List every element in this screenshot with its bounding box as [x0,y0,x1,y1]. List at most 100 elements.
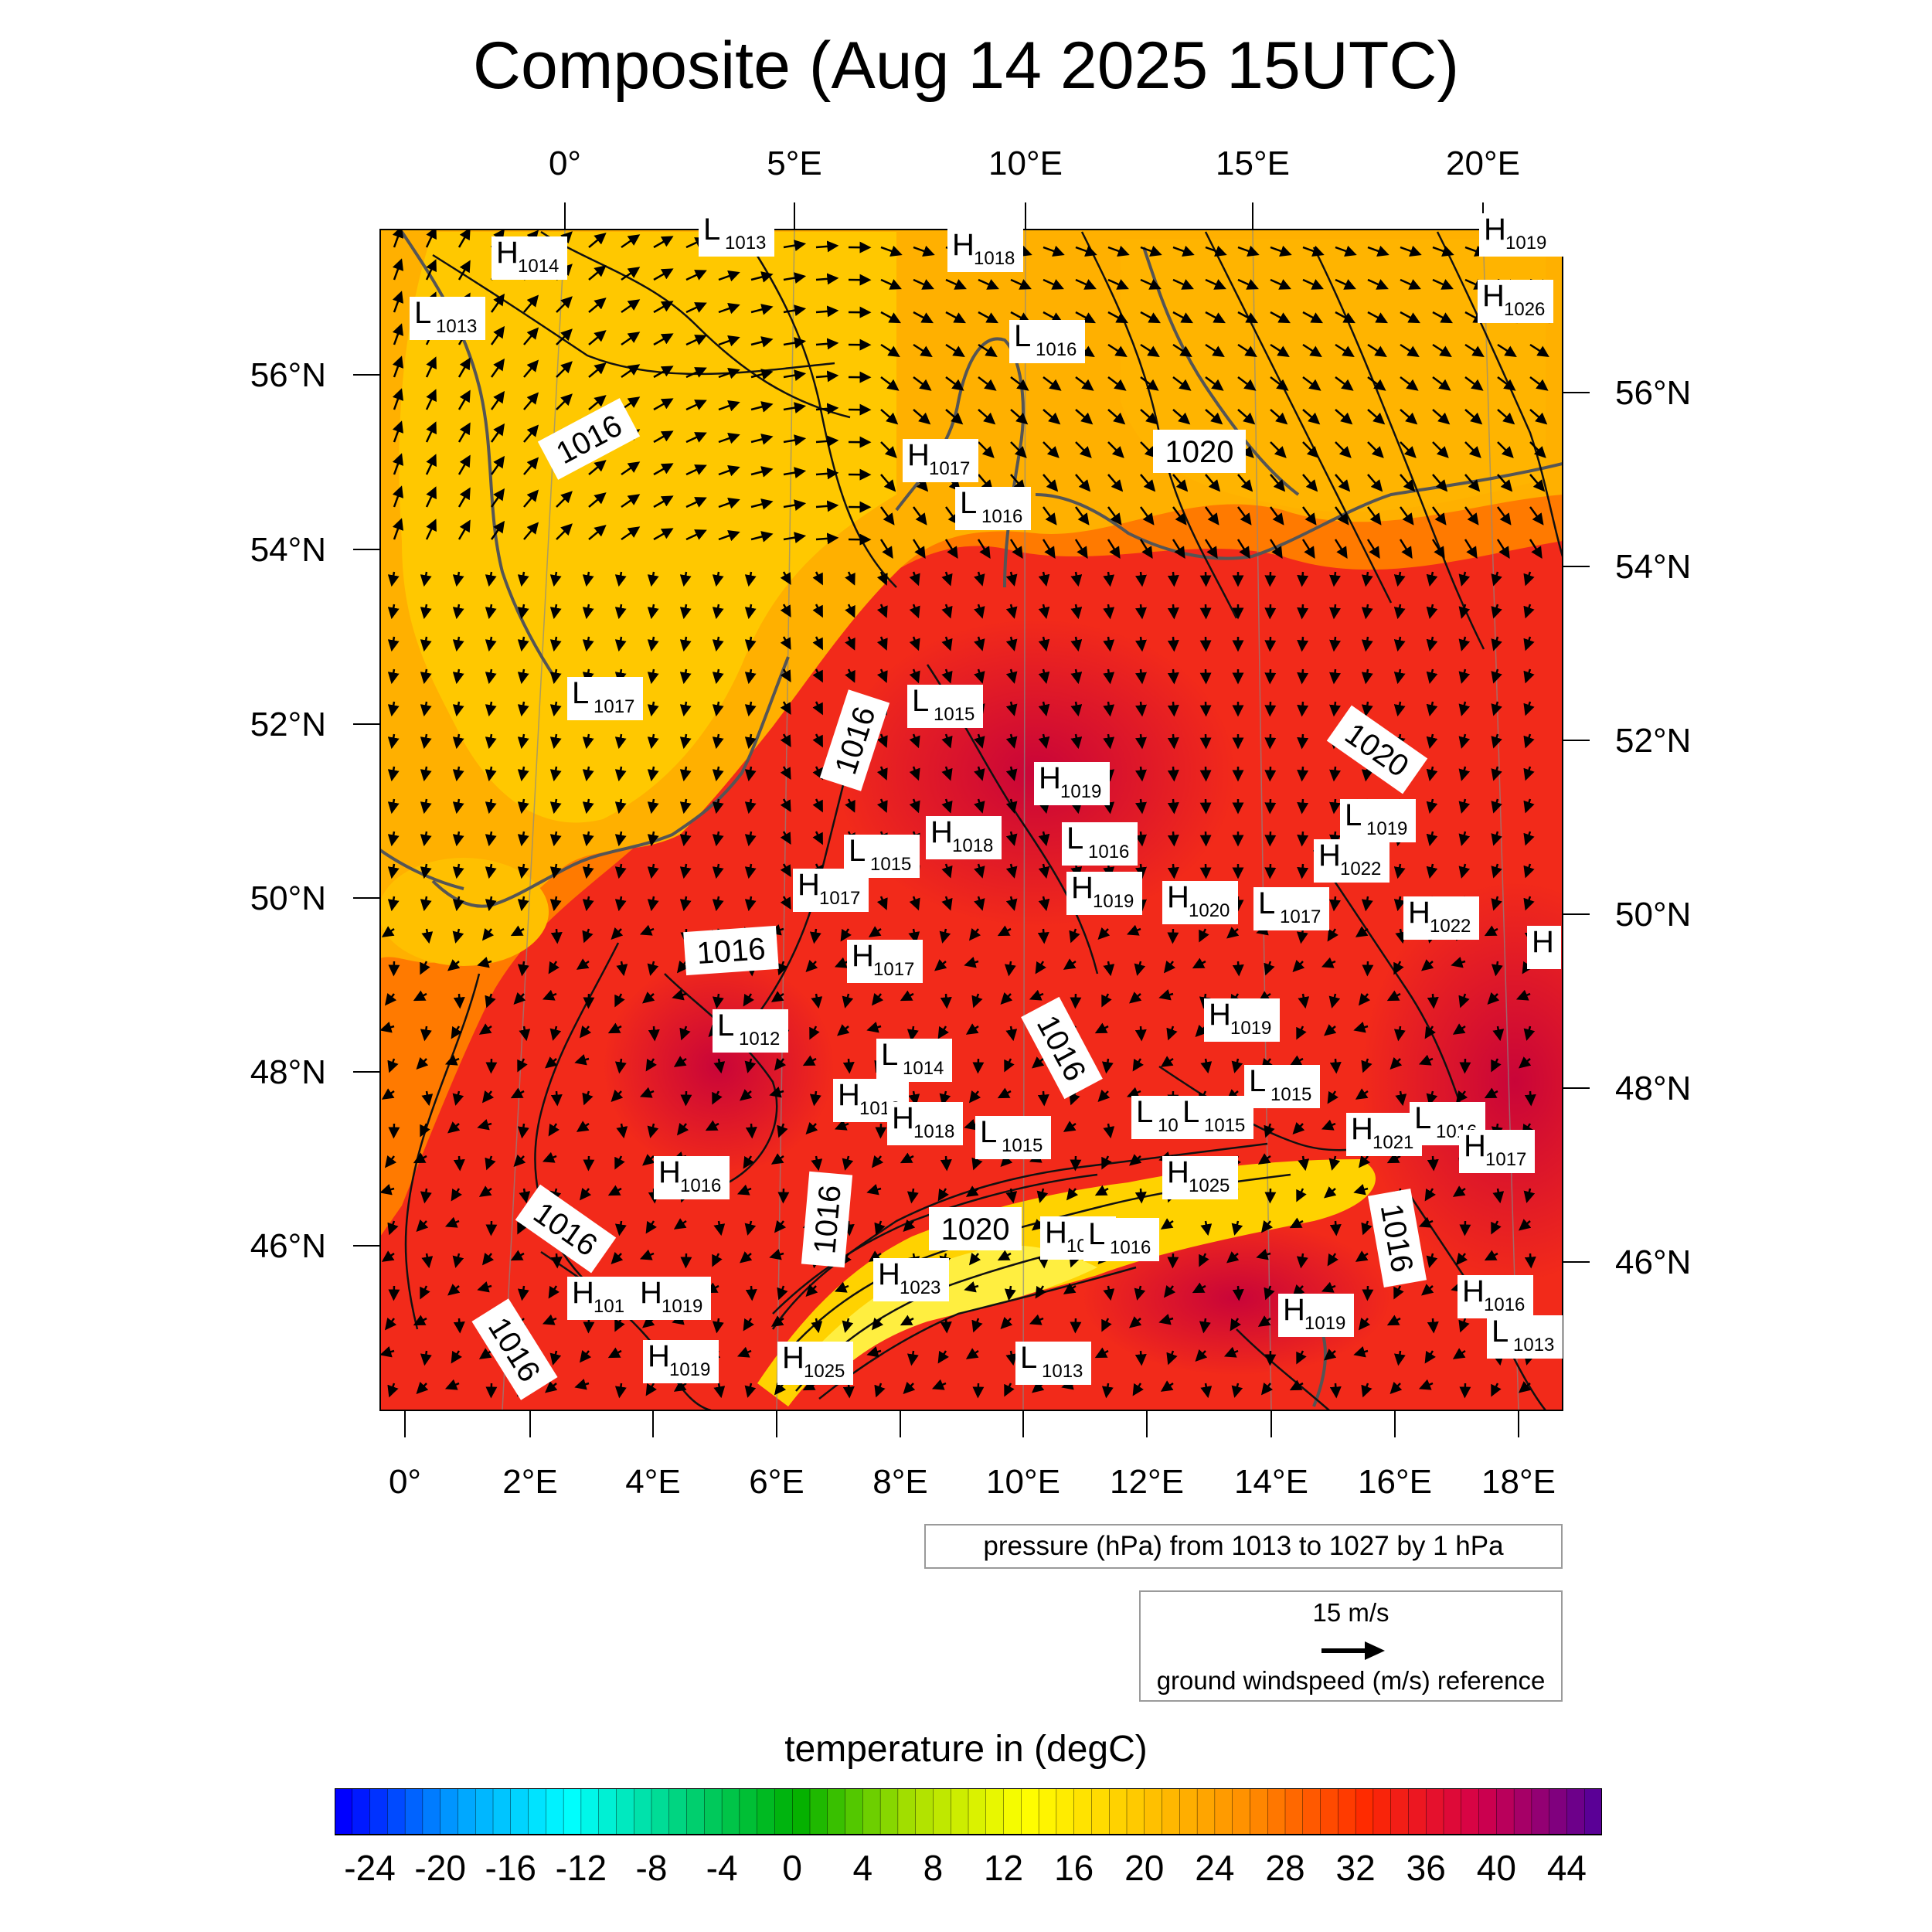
colorbar-swatch [704,1788,723,1835]
wind-arrow [744,668,757,685]
colorbar-tick-label: 24 [1195,1848,1235,1888]
wind-arrow [1264,766,1277,782]
wind-arrow [718,530,740,542]
wind-arrow [1458,1318,1470,1333]
wind-arrow [1523,701,1535,716]
colorbar-swatch [862,1788,881,1835]
wind-arrow [1167,668,1179,685]
wind-arrow [1393,604,1406,620]
wind-arrow [1421,959,1434,971]
wind-arrow [1232,961,1244,977]
wind-arrow [387,733,400,750]
pressure-center-value: 1019 [662,1296,702,1317]
wind-arrow [614,798,627,815]
wind-arrow [457,454,471,475]
wind-arrow [1455,1090,1468,1104]
low-pressure-center: L 1013 [1487,1315,1563,1359]
wind-arrow [1335,278,1356,290]
pressure-center-letter: H [1167,880,1189,914]
colorbar-tick-label: -8 [635,1848,668,1888]
wind-arrow [1066,1187,1079,1201]
bottom-lon-label: 0° [389,1463,421,1501]
right-lat-label: 52°N [1615,722,1691,760]
wind-arrow [1257,991,1271,1002]
wind-arrow [420,571,432,587]
wind-arrow [517,863,529,879]
wind-arrow [679,1026,691,1041]
high-pressure-center: H 101 [567,1276,643,1320]
wind-arrow [621,299,641,314]
wind-arrow [1167,798,1179,815]
wind-arrow [490,390,505,410]
wind-arrow [774,1219,787,1233]
wind-arrow [679,636,692,652]
wind-arrow [1491,831,1502,846]
wind-arrow [647,571,659,587]
pressure-center-value: 1020 [1189,900,1230,921]
wind-arrow [1327,1090,1338,1104]
colorbar-tick-label: 44 [1546,1848,1587,1888]
wind-arrow [1497,343,1517,357]
high-pressure-center: H 1020 [1162,880,1238,924]
wind-arrow [387,668,400,685]
wind-arrow [906,1026,919,1042]
wind-arrow [392,355,403,378]
wind-arrow [770,1315,784,1327]
wind-arrow [645,1058,657,1072]
wind-arrow [485,863,497,879]
wind-arrow [744,863,757,879]
channel-warm [380,858,549,966]
wind-arrow [1029,1314,1044,1325]
pressure-center-letter: L [1492,1315,1509,1349]
wind-arrow [485,831,497,847]
high-pressure-center: H 1017 [847,939,923,983]
wind-arrow [1335,376,1354,391]
wind-arrow [444,1054,460,1066]
wind-arrow [517,766,529,782]
wind-arrow [750,401,774,413]
wind-arrow [815,240,839,253]
high-pressure-center: H 1018 [887,1101,963,1145]
wind-arrow [1107,376,1127,391]
colorbar-tick-label: 4 [852,1848,873,1888]
wind-arrow [673,1056,687,1067]
wind-arrow [639,1087,655,1098]
wind-arrow [745,1123,757,1139]
axis-ticks [353,202,1590,1437]
wind-arrow [1237,409,1256,425]
pressure-center-letter: H [1532,925,1554,959]
wind-arrow [556,296,573,313]
wind-arrow [1355,926,1369,937]
colorbar-title: temperature in (degC) [784,1729,1148,1770]
wind-arrow [712,604,724,620]
wind-arrow [1043,474,1059,492]
wind-arrow [780,701,791,716]
wind-arrow [685,464,707,476]
wind-arrow [1529,343,1549,357]
wind-arrow [941,733,953,749]
wind-arrow [1004,1058,1015,1073]
high-pressure-center: H 1018 [833,1078,909,1122]
wind-arrow [582,571,594,587]
wind-arrow [974,636,985,651]
colorbar-swatch [598,1788,617,1835]
wind-arrow [712,863,724,879]
colorbar-swatch [335,1788,353,1835]
wind-arrow [845,798,855,813]
colorbar-swatch [1408,1788,1427,1835]
wind-arrow [750,304,774,315]
wind-arrow [777,1285,788,1301]
wind-arrow [1004,1285,1016,1301]
wind-arrow [1070,571,1083,587]
wind-arrow [1103,636,1115,652]
wind-arrow [392,323,403,345]
wind-arrow [1427,993,1439,1009]
wind-arrow [1270,474,1286,492]
low-pressure-center: L 1013 [1015,1341,1091,1385]
wind-arrow [616,961,628,977]
left-lat-label: 54°N [250,531,326,569]
wind-arrow [842,993,854,1009]
wind-arrow [582,766,594,782]
wind-arrow [1199,1253,1209,1267]
